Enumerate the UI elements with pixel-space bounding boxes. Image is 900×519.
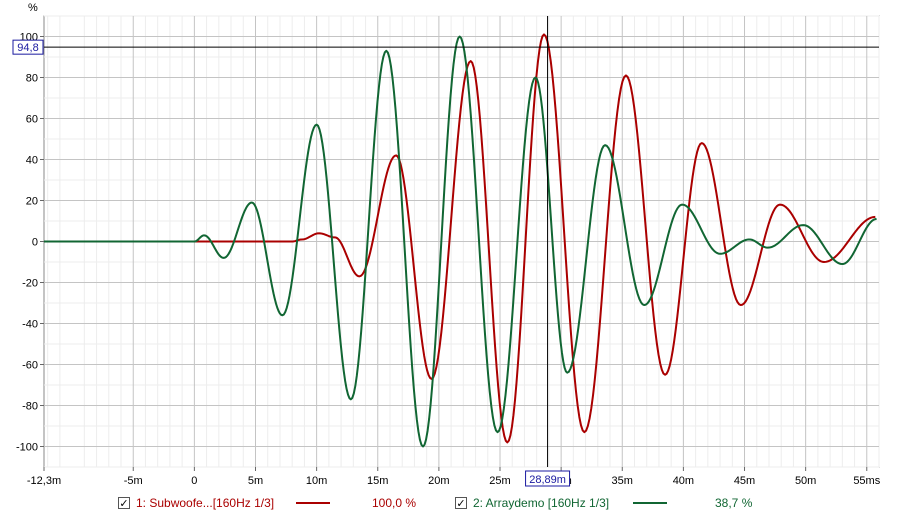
y-tick-label: 80 — [26, 73, 38, 85]
cursor-y-readout: 94,8 — [17, 42, 38, 54]
x-tick-label: 5m — [248, 475, 263, 487]
legend-item-1[interactable]: ✓ 1: Subwoofe...[160Hz 1/3] — [118, 496, 274, 510]
x-tick-label: -5m — [124, 475, 143, 487]
y-tick-label: -100 — [16, 442, 38, 454]
cursor-y-readout-box — [12, 39, 44, 55]
x-tick-label: -12,3m — [27, 475, 61, 487]
legend-label-1: 1: Subwoofe...[160Hz 1/3] — [136, 496, 275, 510]
legend-checkbox-1[interactable]: ✓ — [118, 497, 130, 510]
legend-item-2[interactable]: ✓ 2: Arraydemo [160Hz 1/3] — [455, 496, 609, 510]
y-tick-label: -80 — [22, 401, 38, 413]
legend-value-2: 38,7 % — [715, 496, 753, 510]
x-tick-label: 40m — [673, 475, 694, 487]
y-tick-label: 40 — [26, 155, 38, 167]
x-tick-label: 15m — [367, 475, 388, 487]
y-tick-label: -60 — [22, 360, 38, 372]
cursor[interactable]: 94,8 28,89m — [12, 16, 879, 487]
impulse-response-chart[interactable]: % -12,3m-5m05m10m15m20m25m30m35m40m45m50… — [0, 0, 900, 494]
y-tick-label: 20 — [26, 196, 38, 208]
x-tick-label: 10m — [306, 475, 327, 487]
grid-lines — [44, 15, 880, 468]
y-tick-label: -40 — [22, 319, 38, 331]
series-line-2 — [44, 35, 877, 448]
x-tick-label: 20m — [428, 475, 449, 487]
x-tick-label: 50m — [795, 475, 816, 487]
legend-swatch-2 — [633, 502, 667, 504]
x-axis-ticks: -12,3m-5m05m10m15m20m25m30m35m40m45m50m5… — [27, 467, 881, 487]
x-tick-label: 0 — [191, 475, 197, 487]
x-tick-label: 35m — [612, 475, 633, 487]
y-tick-label: -20 — [22, 278, 38, 290]
x-tick-label: 25m — [489, 475, 510, 487]
legend: ✓ 1: Subwoofe...[160Hz 1/3] 100,0 % ✓ 2:… — [0, 494, 900, 516]
series-line-1 — [44, 33, 876, 444]
x-tick-label: 55ms — [853, 475, 880, 487]
x-tick-label: 45m — [734, 475, 755, 487]
y-tick-label: 0 — [32, 237, 38, 249]
legend-label-2: 2: Arraydemo [160Hz 1/3] — [473, 496, 610, 510]
series-group — [44, 33, 877, 448]
y-tick-label: 60 — [26, 114, 38, 126]
cursor-x-readout: 28,89m — [529, 474, 566, 486]
legend-checkbox-2[interactable]: ✓ — [455, 497, 467, 510]
legend-swatch-1 — [296, 502, 330, 504]
legend-value-1: 100,0 % — [372, 496, 417, 510]
y-unit-label: % — [28, 2, 38, 14]
cursor-x-readout-box — [525, 470, 571, 487]
